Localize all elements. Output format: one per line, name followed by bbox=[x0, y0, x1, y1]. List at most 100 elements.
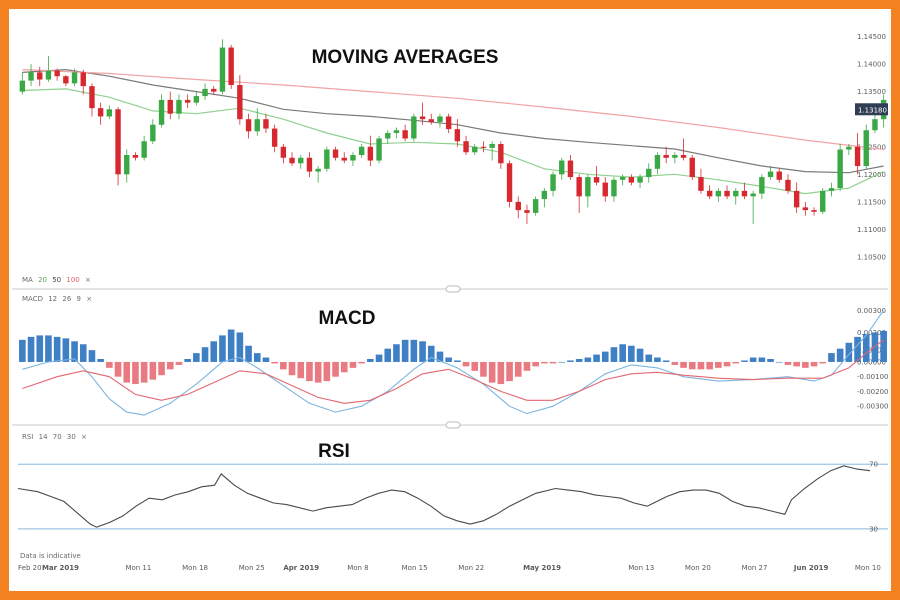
rsi-indicator-label: RSI 14 70 30 × bbox=[22, 433, 87, 441]
candle-body bbox=[689, 157, 695, 178]
macd-histogram-bar bbox=[497, 361, 505, 385]
macd-histogram-bar bbox=[45, 335, 52, 362]
macd-histogram-bar bbox=[567, 360, 574, 362]
candle-body bbox=[820, 190, 826, 212]
macd-histogram-bar bbox=[132, 361, 139, 385]
price-y-tick-label: 1.14000 bbox=[857, 61, 886, 69]
close-rsi-icon[interactable]: × bbox=[81, 433, 87, 441]
candle-body bbox=[733, 190, 739, 197]
macd-histogram-bar bbox=[601, 351, 609, 362]
candle-body bbox=[350, 155, 356, 161]
candle-body bbox=[419, 116, 426, 120]
macd-histogram-bar bbox=[880, 330, 887, 362]
candle-body bbox=[37, 72, 43, 80]
candle-body bbox=[271, 128, 278, 147]
candle-body bbox=[193, 96, 200, 103]
x-tick-label: Mon 11 bbox=[125, 564, 151, 572]
rsi-line bbox=[17, 465, 871, 528]
candle-body bbox=[489, 144, 495, 148]
price-y-tick-label: 1.11000 bbox=[857, 226, 886, 234]
candle-body bbox=[80, 72, 86, 87]
candle-body bbox=[28, 72, 34, 81]
x-tick-label: Mon 10 bbox=[855, 564, 881, 572]
macd-histogram-bar bbox=[210, 341, 218, 362]
candle-body bbox=[306, 157, 313, 172]
macd-histogram-bar bbox=[401, 339, 409, 362]
x-tick-label: Apr 2019 bbox=[283, 564, 319, 572]
macd-histogram-bar bbox=[706, 361, 713, 370]
macd-histogram-bar bbox=[262, 357, 270, 362]
rsi-chart-title: RSI bbox=[318, 441, 350, 462]
candle-body bbox=[437, 116, 443, 122]
x-tick-label: Mon 27 bbox=[742, 564, 768, 572]
candle-body bbox=[724, 190, 730, 197]
candle-body bbox=[567, 160, 574, 178]
macd-histogram-bar bbox=[140, 361, 148, 383]
macd-histogram-bar bbox=[454, 360, 461, 362]
close-macd-icon[interactable]: × bbox=[86, 295, 92, 303]
macd-histogram-bar bbox=[619, 344, 626, 362]
macd-histogram-bar bbox=[436, 351, 444, 362]
macd-y-tick-label: 0.00200 bbox=[857, 329, 886, 337]
macd-histogram-bar bbox=[71, 341, 78, 362]
macd-y-tick-label: -0.00300 bbox=[857, 403, 888, 411]
x-tick-label: Mon 20 bbox=[685, 564, 711, 572]
macd-histogram-bar bbox=[749, 357, 757, 362]
macd-histogram-bar bbox=[410, 339, 418, 362]
price-y-tick-label: 1.10500 bbox=[857, 253, 886, 261]
macd-histogram-bar bbox=[297, 361, 305, 379]
price-y-tick-label: 1.11500 bbox=[857, 198, 886, 206]
candle-body bbox=[211, 88, 217, 92]
candle-body bbox=[628, 177, 635, 183]
macd-histogram-bar bbox=[358, 361, 365, 364]
macd-histogram-bar bbox=[610, 347, 618, 362]
candle-body bbox=[550, 174, 556, 191]
macd-y-tick-label: 0.00300 bbox=[857, 307, 886, 315]
candle-body bbox=[124, 155, 130, 175]
macd-histogram-bar bbox=[514, 361, 522, 377]
macd-histogram-bar bbox=[280, 361, 287, 370]
candle-body bbox=[698, 177, 704, 191]
macd-histogram-bar bbox=[27, 336, 35, 362]
macd-signal-line bbox=[22, 339, 884, 404]
candle-body bbox=[785, 179, 791, 191]
panel-resize-handle-2[interactable] bbox=[445, 421, 461, 429]
candle-body bbox=[315, 168, 321, 172]
macd-histogram-bar bbox=[201, 347, 209, 362]
macd-histogram-bar bbox=[323, 361, 331, 382]
price-y-tick-label: 1.14500 bbox=[857, 33, 886, 41]
macd-histogram-bar bbox=[384, 348, 392, 362]
macd-histogram-bar bbox=[288, 361, 296, 376]
close-ma-icon[interactable]: × bbox=[85, 276, 91, 284]
candle-body bbox=[411, 116, 417, 139]
candle-body bbox=[837, 149, 843, 189]
candle-body bbox=[115, 109, 121, 175]
macd-histogram-bar bbox=[575, 359, 583, 362]
candle-body bbox=[593, 177, 600, 183]
rsi-level-label: 30 bbox=[869, 525, 878, 533]
candle-body bbox=[358, 146, 365, 156]
candle-body bbox=[602, 182, 608, 197]
candle-body bbox=[463, 141, 469, 153]
candle-body bbox=[828, 188, 835, 191]
candle-body bbox=[132, 155, 139, 158]
macd-histogram-bar bbox=[828, 353, 835, 362]
candle-body bbox=[611, 179, 617, 197]
panel-resize-handle-1[interactable] bbox=[445, 285, 461, 293]
macd-y-tick-label: 0.00000 bbox=[857, 358, 886, 366]
candle-body bbox=[776, 171, 782, 180]
candle-body bbox=[715, 190, 722, 197]
macd-histogram-bar bbox=[88, 350, 96, 362]
macd-histogram-bar bbox=[193, 353, 200, 362]
candle-body bbox=[515, 201, 521, 211]
candle-body bbox=[506, 163, 513, 202]
macd-histogram-bar bbox=[445, 357, 452, 362]
candle-body bbox=[872, 119, 878, 131]
macd-histogram-bar bbox=[506, 361, 513, 382]
candle-body bbox=[472, 146, 478, 153]
candle-body bbox=[298, 157, 304, 164]
x-tick-label: Mon 22 bbox=[458, 564, 484, 572]
macd-histogram-bar bbox=[802, 361, 809, 368]
macd-histogram-bar bbox=[854, 336, 861, 362]
macd-histogram-bar bbox=[149, 361, 157, 380]
